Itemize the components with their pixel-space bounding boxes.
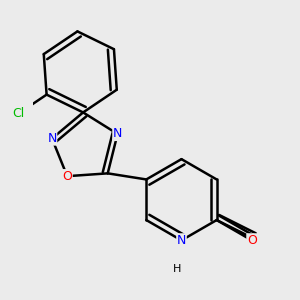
Text: N: N <box>113 128 122 140</box>
Text: O: O <box>62 170 72 183</box>
Text: N: N <box>47 132 57 145</box>
Text: H: H <box>173 264 182 274</box>
Text: N: N <box>177 234 186 247</box>
Text: O: O <box>247 234 257 247</box>
Text: Cl: Cl <box>12 107 24 120</box>
